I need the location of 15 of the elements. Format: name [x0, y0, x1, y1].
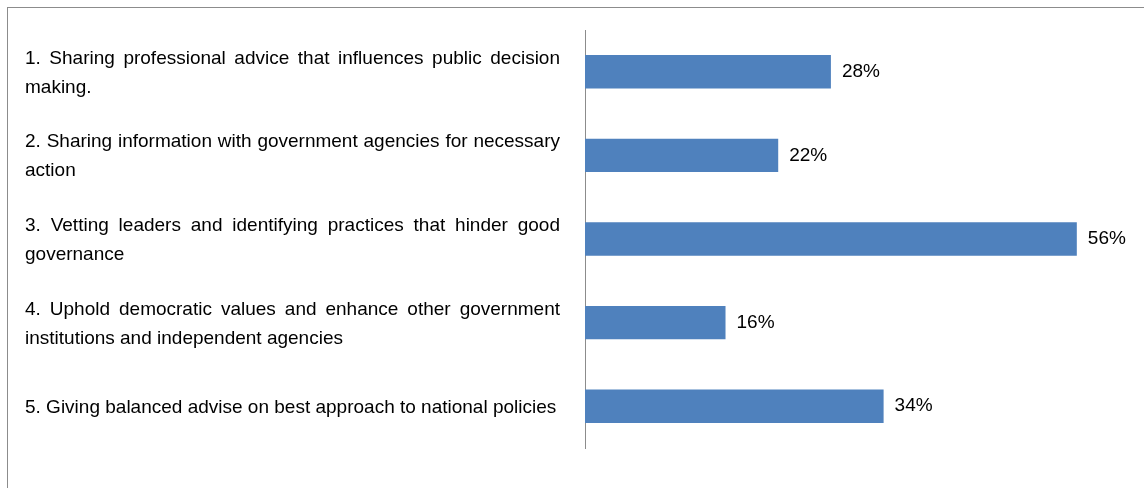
- data-label: 28%: [841, 60, 881, 82]
- bar: [585, 222, 1077, 256]
- y-tick-label: 5. Giving balanced advise on best approach to national policies: [25, 394, 558, 419]
- data-label: 16%: [736, 310, 775, 332]
- y-tick-label: 2. Sharing information with government agencies for necessary action: [25, 129, 560, 183]
- bar: [585, 389, 884, 423]
- bar: [585, 138, 779, 173]
- bar: [585, 55, 831, 89]
- y-tick-label: 3. Vetting leaders and identifying practices that hinder good governance: [25, 213, 560, 266]
- y-tick-label: 4. Uphold democratic values and enhance other government institutions and independent agencies: [25, 296, 560, 350]
- data-label: 56%: [1087, 227, 1126, 249]
- data-label: 34%: [894, 394, 933, 416]
- data-label: 22%: [789, 143, 828, 165]
- y-tick-label: 1. Sharing professional advice that influences public decision making.: [25, 45, 560, 99]
- bar: [585, 305, 726, 340]
